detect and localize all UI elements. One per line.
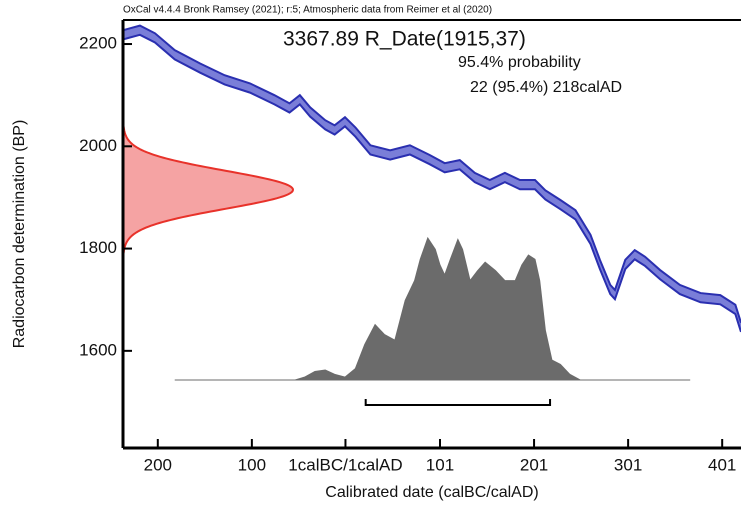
radiocarbon-distribution [122, 126, 295, 254]
header: OxCal v4.4.4 Bronk Ramsey (2021); r:5; A… [123, 5, 492, 16]
posterior-distribution [174, 236, 691, 381]
curve-lower [122, 33, 741, 333]
x-axis-label: Calibrated date (calBC/calAD) [325, 484, 538, 501]
x-tick-label: 100 [238, 455, 266, 474]
y-tick-label: 2000 [79, 136, 117, 155]
y-tick-label: 1600 [79, 340, 117, 359]
y-axis-label: Radiocarbon determination (BP) [11, 120, 28, 349]
chart-title: 3367.89 R_Date(1915,37) [283, 28, 526, 51]
curve-upper [122, 24, 741, 324]
x-tick-label: 101 [426, 455, 454, 474]
curve-band [123, 25, 741, 332]
x-tick-label: 401 [708, 455, 736, 474]
x-tick-label: 1calBC/1calAD [288, 455, 402, 474]
x-tick-label: 301 [614, 455, 642, 474]
probability-label: 95.4% probability [458, 54, 581, 71]
x-tick-label: 201 [520, 455, 548, 474]
y-tick-label: 1800 [79, 238, 117, 257]
range-label: 22 (95.4%) 218calAD [470, 79, 622, 96]
x-tick-label: 200 [144, 455, 172, 474]
y-tick-label: 2200 [79, 34, 117, 53]
